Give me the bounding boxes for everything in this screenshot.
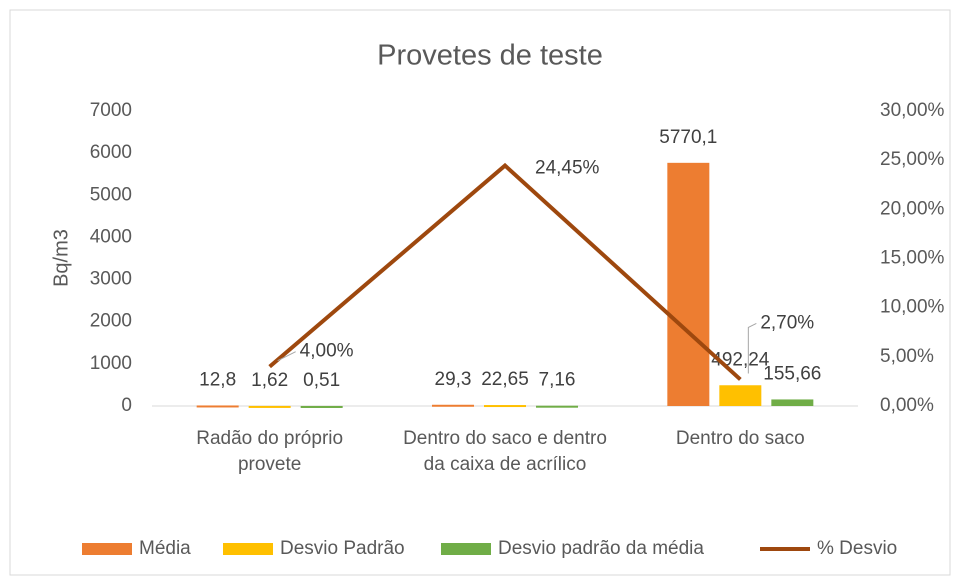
line-series <box>268 162 742 381</box>
bar <box>484 405 526 408</box>
data-label: 5770,1 <box>659 127 717 148</box>
x-tick-label: Dentro do saco e dentro da caixa de acrí… <box>403 428 607 475</box>
data-label: 7,16 <box>539 370 576 391</box>
data-label: 0,51 <box>303 370 340 391</box>
data-label: 155,66 <box>763 363 821 384</box>
bar <box>248 405 291 408</box>
legend-label: Média <box>139 538 191 559</box>
data-label: 29,3 <box>435 369 472 390</box>
bar <box>771 399 814 406</box>
bar <box>196 405 239 408</box>
legend-swatch <box>82 543 132 555</box>
y2-tick-label: 30,00% <box>880 100 945 121</box>
y2-tick-label: 25,00% <box>880 149 945 170</box>
y2-tick-label: 10,00% <box>880 297 945 318</box>
x-tick-label: Dentro do saco <box>675 428 805 449</box>
bar <box>719 385 762 406</box>
y2-tick-label: 20,00% <box>880 198 945 219</box>
bar <box>536 405 578 408</box>
y2-tick-label: 0,00% <box>880 395 934 416</box>
y-tick-label: 0 <box>121 395 132 416</box>
data-label: 22,65 <box>481 369 529 390</box>
bar <box>667 162 710 406</box>
legend-swatch <box>441 543 491 555</box>
bar <box>300 405 343 408</box>
data-label: 4,00% <box>300 341 354 362</box>
y-tick-label: 7000 <box>90 100 132 121</box>
y-tick-label: 1000 <box>90 353 132 374</box>
chart-border <box>9 9 951 576</box>
x-tick-label: Radão do próprio provete <box>196 428 344 475</box>
legend-label: Desvio Padrão <box>280 538 405 559</box>
data-label: 2,70% <box>760 312 814 333</box>
y-tick-label: 5000 <box>90 184 132 205</box>
y-tick-label: 6000 <box>90 142 132 163</box>
data-label: 12,8 <box>199 369 236 390</box>
leader-line <box>277 351 296 362</box>
y2-tick-label: 15,00% <box>880 248 945 269</box>
data-label: 24,45% <box>535 158 600 179</box>
y-tick-label: 4000 <box>90 226 132 247</box>
leader-line <box>747 323 757 374</box>
y-tick-label: 3000 <box>90 269 132 290</box>
legend-label: % Desvio <box>817 538 897 559</box>
bar <box>432 404 474 407</box>
legend-label: Desvio padrão da média <box>498 538 704 559</box>
data-label: 1,62 <box>251 370 288 391</box>
y2-tick-label: 5,00% <box>880 346 934 367</box>
y-axis-title: Bq/m3 <box>50 229 72 287</box>
chart-title: Provetes de teste <box>377 40 603 72</box>
legend-swatch <box>223 543 273 555</box>
y-tick-label: 2000 <box>90 311 132 332</box>
